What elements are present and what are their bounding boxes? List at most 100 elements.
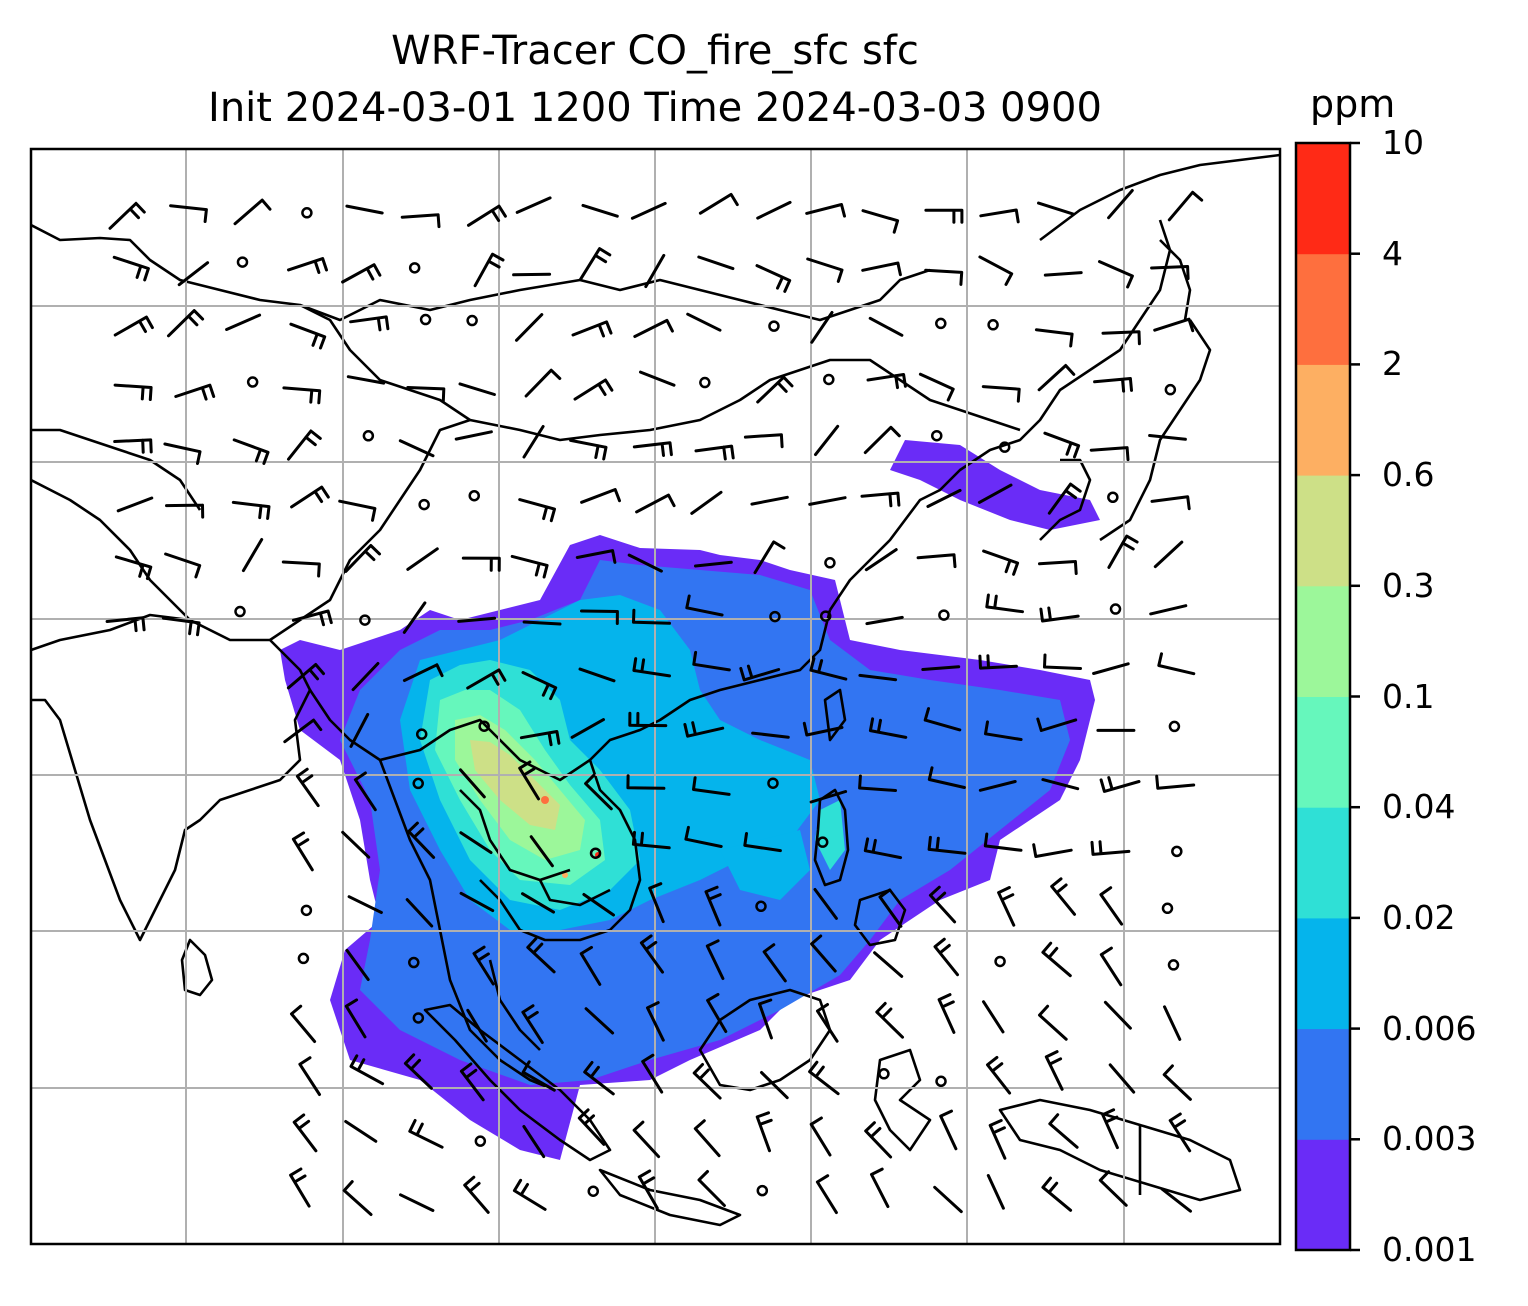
wind-barb	[524, 368, 562, 398]
wind-barb	[407, 821, 436, 859]
wind-barb	[933, 1185, 963, 1214]
wind-barb	[581, 203, 619, 218]
wind-barb	[810, 934, 837, 973]
wind-barb	[457, 616, 497, 623]
calm-wind-marker	[756, 1184, 769, 1197]
calm-wind-marker	[1109, 603, 1122, 615]
wind-barb	[866, 373, 907, 390]
wind-barb	[165, 503, 205, 519]
wind-barb	[286, 663, 325, 690]
wind-barb	[116, 496, 154, 513]
coastline-sri-lanka	[180, 938, 214, 997]
coastline-kamchatka	[1159, 239, 1192, 321]
wind-barb	[1038, 560, 1078, 575]
wind-barb	[978, 780, 1017, 792]
calm-wind-marker	[816, 836, 829, 848]
calm-wind-marker	[938, 609, 950, 621]
wind-barb	[927, 766, 966, 789]
calm-wind-marker	[767, 777, 779, 789]
wind-barb	[582, 893, 615, 917]
wind-barb	[639, 934, 664, 974]
colorbar-segment	[1296, 917, 1350, 1030]
wind-barb	[292, 1113, 318, 1153]
colorbar-tick-label: 0.04	[1382, 787, 1456, 827]
wind-barb	[403, 1053, 433, 1090]
wind-barb	[461, 556, 501, 572]
calm-wind-marker	[359, 614, 371, 626]
wind-barb	[466, 668, 507, 690]
colorbar-tick-label: 4	[1382, 233, 1403, 273]
wind-barb	[979, 208, 1020, 224]
wind-barb	[627, 553, 663, 573]
wind-barb	[1043, 271, 1083, 277]
wind-barb	[580, 488, 621, 504]
wind-barb	[177, 261, 210, 287]
wind-barb	[813, 888, 838, 920]
wind-barb	[1038, 1004, 1068, 1041]
wind-barb	[338, 499, 377, 522]
wind-barbs	[105, 189, 1204, 1216]
wind-barb	[169, 204, 208, 223]
colorbar-tick-label: 0.1	[1382, 676, 1435, 716]
wind-barb	[108, 201, 146, 230]
colorbar-tick-label: 2	[1382, 344, 1403, 384]
wind-barb	[978, 255, 1014, 286]
wind-barb	[639, 370, 676, 387]
wind-barb	[347, 895, 383, 914]
wind-barb	[399, 1193, 435, 1212]
wind-barb	[522, 1125, 546, 1159]
wind-barb	[105, 616, 146, 633]
wind-barb	[704, 885, 722, 927]
border-afghanistan	[31, 428, 202, 511]
wind-barb	[760, 1071, 789, 1100]
wind-barb	[466, 1008, 488, 1043]
wind-barb	[571, 320, 613, 338]
wind-barb	[351, 662, 380, 692]
border-china-west	[269, 418, 471, 642]
wind-barb	[809, 790, 848, 804]
colorbar-segment	[1296, 143, 1350, 255]
wind-barb	[916, 553, 957, 569]
map-title-line2: Init 2024-03-01 1200 Time 2024-03-03 090…	[208, 85, 1102, 131]
wind-barb	[988, 1119, 1007, 1160]
coastline-china	[828, 219, 1172, 611]
wind-barb	[858, 673, 898, 682]
wind-barb	[1099, 776, 1141, 793]
wind-barb	[875, 1001, 904, 1039]
calm-wind-marker	[768, 320, 780, 332]
coastline-korea	[1039, 458, 1092, 541]
wind-barb	[346, 375, 386, 385]
wind-barb	[290, 1004, 317, 1043]
wind-barb	[114, 555, 153, 581]
wind-barb	[983, 832, 1023, 852]
wind-barb	[526, 937, 556, 974]
wind-barb	[756, 200, 792, 220]
colorbar-segment	[1296, 696, 1350, 808]
wind-barb	[684, 825, 723, 848]
calm-wind-marker	[823, 373, 835, 386]
wind-barb	[632, 1120, 661, 1159]
wind-barb	[697, 1170, 726, 1207]
wind-barb	[939, 1109, 958, 1151]
plume-level-4-luzon	[815, 800, 845, 870]
wind-barb	[402, 663, 444, 682]
wind-barb	[863, 837, 903, 860]
wind-barb	[298, 1056, 321, 1096]
wind-barb	[1149, 604, 1188, 616]
wind-barb	[978, 654, 1018, 670]
calm-wind-marker	[412, 1012, 425, 1024]
wind-barb	[1168, 1112, 1192, 1153]
wind-barb	[739, 664, 781, 682]
wind-barb	[472, 945, 495, 986]
wind-barb	[1107, 534, 1139, 569]
wind-barb	[756, 375, 794, 404]
wind-barb	[921, 665, 961, 671]
wind-barb	[295, 767, 320, 808]
wind-barb	[232, 438, 270, 465]
colorbar-segment	[1296, 364, 1350, 476]
colorbar-tick-label: 10	[1382, 123, 1424, 162]
wind-barb	[287, 429, 322, 461]
wind-barb	[344, 998, 367, 1039]
wind-barb	[174, 383, 216, 401]
wind-barb	[1044, 1050, 1064, 1091]
